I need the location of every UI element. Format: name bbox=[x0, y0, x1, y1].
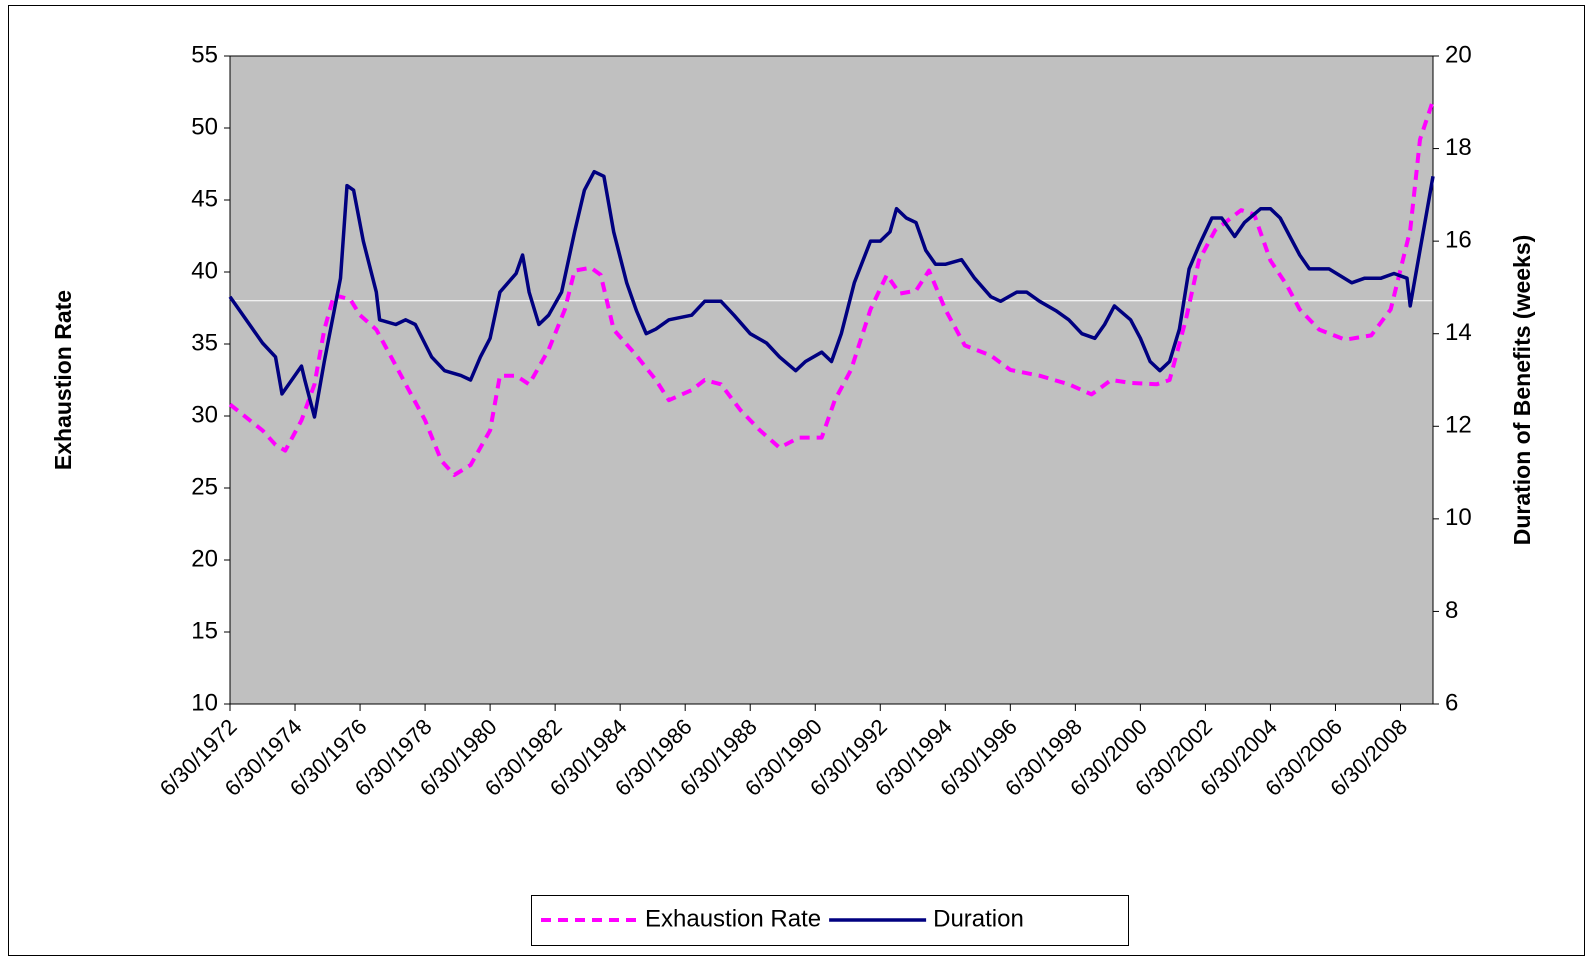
y-tick-label: 35 bbox=[191, 329, 218, 356]
y2-tick-label: 12 bbox=[1445, 412, 1472, 439]
y2-tick-label: 16 bbox=[1445, 226, 1472, 253]
y-axis-title: Exhaustion Rate bbox=[50, 290, 76, 470]
y2-tick-label: 8 bbox=[1445, 597, 1458, 624]
legend-label: Duration bbox=[933, 905, 1024, 932]
y2-axis-title: Duration of Benefits (weeks) bbox=[1509, 235, 1535, 546]
y-tick-label: 30 bbox=[191, 401, 218, 428]
legend: Exhaustion Rate Duration bbox=[531, 895, 1129, 946]
y-tick-label: 20 bbox=[191, 545, 218, 572]
y-tick-label: 45 bbox=[191, 185, 218, 212]
y-tick-label: 40 bbox=[191, 257, 218, 284]
y2-tick-label: 10 bbox=[1445, 504, 1472, 531]
y-tick-label: 25 bbox=[191, 473, 218, 500]
y2-tick-label: 20 bbox=[1445, 41, 1472, 68]
y-tick-label: 55 bbox=[191, 41, 218, 68]
legend-label: Exhaustion Rate bbox=[645, 905, 821, 932]
y2-tick-label: 18 bbox=[1445, 134, 1472, 161]
y-tick-label: 15 bbox=[191, 617, 218, 644]
y-tick-label: 10 bbox=[191, 689, 218, 716]
plot-area bbox=[229, 55, 1434, 705]
y-tick-label: 50 bbox=[191, 113, 218, 140]
series-line bbox=[228, 169, 1435, 419]
y2-tick-label: 6 bbox=[1445, 689, 1458, 716]
y2-tick-label: 14 bbox=[1445, 319, 1472, 346]
